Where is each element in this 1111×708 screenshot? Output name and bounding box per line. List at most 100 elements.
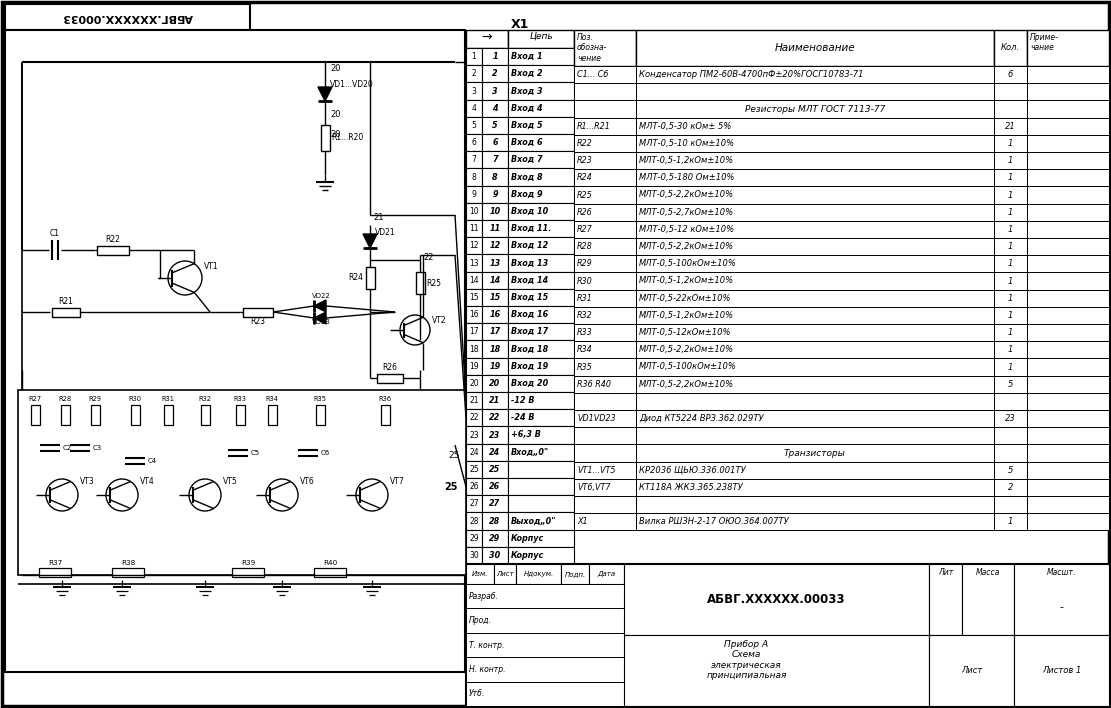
Bar xyxy=(574,324,635,341)
Text: R36 R40: R36 R40 xyxy=(577,379,611,389)
Text: АБВГ.XXXXXX.00033: АБВГ.XXXXXX.00033 xyxy=(708,593,845,606)
Text: VT5: VT5 xyxy=(223,477,238,486)
Bar xyxy=(574,101,635,118)
Bar xyxy=(574,186,635,204)
Bar xyxy=(994,118,1027,135)
Text: Утб.: Утб. xyxy=(469,690,486,698)
Polygon shape xyxy=(314,300,326,312)
Text: 9: 9 xyxy=(471,190,477,199)
Text: МЛТ-0,5-180 Ом±10%: МЛТ-0,5-180 Ом±10% xyxy=(639,173,734,182)
Bar xyxy=(635,410,994,427)
Text: R40: R40 xyxy=(323,560,337,566)
Text: МЛТ-0,5-2,2кОм±10%: МЛТ-0,5-2,2кОм±10% xyxy=(639,242,734,251)
Text: 26: 26 xyxy=(469,482,479,491)
Text: Вход 15: Вход 15 xyxy=(511,293,548,302)
Text: 25: 25 xyxy=(444,481,458,491)
Text: R32: R32 xyxy=(577,311,593,320)
Text: -: - xyxy=(1060,603,1063,612)
Bar xyxy=(962,564,1014,635)
Bar xyxy=(90,405,100,425)
Text: R38: R38 xyxy=(121,560,136,566)
Text: C6: C6 xyxy=(321,450,330,456)
Bar xyxy=(163,405,172,425)
Text: 21: 21 xyxy=(469,396,479,405)
Bar xyxy=(466,657,624,682)
Text: R27: R27 xyxy=(577,225,593,234)
Bar xyxy=(994,393,1027,410)
Bar xyxy=(6,30,466,672)
Text: 18: 18 xyxy=(469,345,479,353)
Text: Вход 6: Вход 6 xyxy=(511,138,542,147)
Text: 13: 13 xyxy=(489,258,501,268)
Bar xyxy=(508,444,574,461)
Bar xyxy=(1014,564,1109,635)
Text: 30: 30 xyxy=(489,551,501,560)
Bar xyxy=(1027,118,1109,135)
Text: 15: 15 xyxy=(489,293,501,302)
Bar xyxy=(1027,410,1109,427)
Text: Вход 3: Вход 3 xyxy=(511,86,542,96)
Bar xyxy=(508,513,574,530)
Bar xyxy=(39,568,71,576)
Bar xyxy=(1027,66,1109,84)
Text: →: → xyxy=(482,31,492,44)
Bar xyxy=(200,405,210,425)
Text: 21: 21 xyxy=(489,396,501,405)
Bar xyxy=(574,410,635,427)
Text: VD22: VD22 xyxy=(312,293,331,299)
Bar xyxy=(574,496,635,513)
Text: R25: R25 xyxy=(577,190,593,200)
Text: 2: 2 xyxy=(472,69,477,79)
Bar xyxy=(508,547,574,564)
Bar xyxy=(635,255,994,273)
Bar xyxy=(466,65,482,82)
Text: 22: 22 xyxy=(489,413,501,422)
Text: Вход 9: Вход 9 xyxy=(511,190,542,199)
Text: 1: 1 xyxy=(1008,346,1013,354)
Text: VD21: VD21 xyxy=(376,228,396,237)
Text: 27: 27 xyxy=(469,499,479,508)
Bar xyxy=(574,341,635,358)
Bar xyxy=(380,405,390,425)
Bar xyxy=(1027,101,1109,118)
Bar xyxy=(994,358,1027,376)
Bar xyxy=(466,564,494,584)
Text: 1: 1 xyxy=(1008,173,1013,182)
Text: 15: 15 xyxy=(469,293,479,302)
Text: Лист: Лист xyxy=(497,571,514,577)
Text: C5: C5 xyxy=(251,450,260,456)
Text: Вход 18: Вход 18 xyxy=(511,345,548,353)
Text: 21: 21 xyxy=(373,213,383,222)
Text: МЛТ-0,5-30 кОм± 5%: МЛТ-0,5-30 кОм± 5% xyxy=(639,122,731,131)
Text: R30: R30 xyxy=(129,396,141,402)
Bar xyxy=(574,376,635,393)
Text: Вход 13: Вход 13 xyxy=(511,258,548,268)
Bar xyxy=(466,426,482,444)
Text: Прод.: Прод. xyxy=(469,616,492,625)
Text: 20: 20 xyxy=(330,130,340,139)
Text: R28: R28 xyxy=(577,242,593,251)
Bar xyxy=(994,479,1027,496)
Text: 1: 1 xyxy=(1008,207,1013,217)
Text: 23: 23 xyxy=(1005,414,1015,423)
Bar xyxy=(929,635,1014,706)
Bar xyxy=(482,409,508,426)
Text: 5: 5 xyxy=(1008,466,1013,474)
Bar xyxy=(508,323,574,341)
Text: VT6: VT6 xyxy=(300,477,314,486)
Text: 14: 14 xyxy=(469,275,479,285)
Bar xyxy=(466,82,482,100)
Bar xyxy=(635,290,994,307)
Bar xyxy=(466,584,624,608)
Text: 1: 1 xyxy=(1008,328,1013,337)
Bar xyxy=(635,118,994,135)
Bar xyxy=(635,238,994,255)
Bar xyxy=(994,238,1027,255)
Bar xyxy=(508,185,574,202)
Text: VT6,VT7: VT6,VT7 xyxy=(577,483,611,492)
Text: 30: 30 xyxy=(469,551,479,560)
Text: 23: 23 xyxy=(489,430,501,440)
Bar xyxy=(508,358,574,375)
Text: R31: R31 xyxy=(161,396,174,402)
Bar xyxy=(635,273,994,290)
